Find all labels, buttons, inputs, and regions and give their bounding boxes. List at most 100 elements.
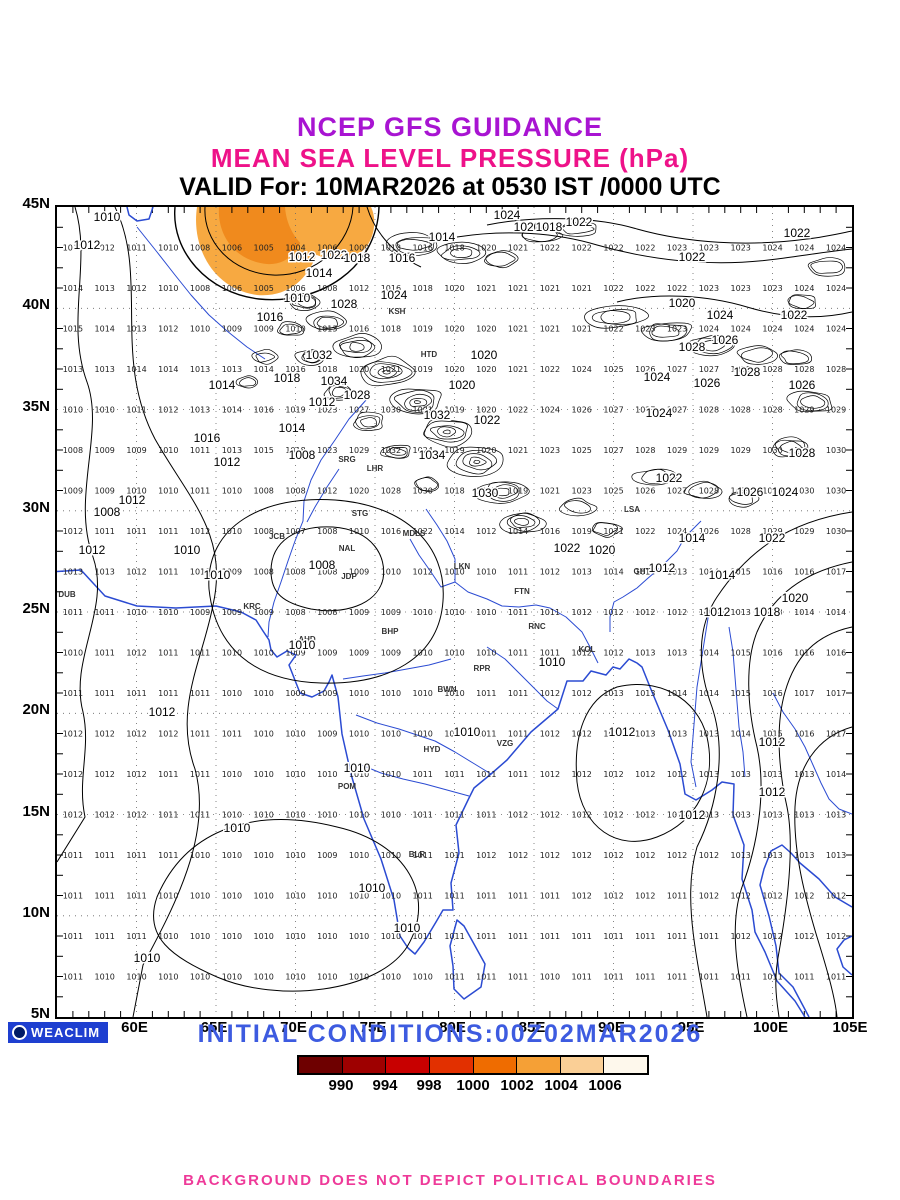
river-mahanadi: [486, 646, 559, 710]
contour-label: 1012: [214, 455, 241, 469]
grid-pressure-value: 1013: [762, 608, 782, 617]
lon-axis-label: 65E: [200, 1019, 228, 1036]
grid-pressure-value: 1012: [95, 770, 115, 779]
contour-label: 1010: [359, 881, 386, 895]
grid-pressure-value: 1012: [635, 851, 655, 860]
grid-pressure-value: 1014: [635, 568, 655, 577]
grid-pressure-value: 1016: [762, 689, 782, 698]
contour-label: 1012: [149, 705, 176, 719]
grid-pressure-value: 1025: [603, 487, 623, 496]
grid-pressure-value: 1009: [317, 730, 337, 739]
grid-pressure-value: 1010: [413, 649, 433, 658]
grid-pressure-value: 1011: [508, 892, 528, 901]
grid-pressure-value: 1032: [381, 446, 401, 455]
grid-pressure-value: 1009: [381, 608, 401, 617]
contour-label: 1010: [134, 951, 161, 965]
colorbar-tick-label: 998: [416, 1077, 442, 1094]
grid-pressure-value: 1011: [95, 527, 115, 536]
grid-pressure-value: 1015: [731, 689, 751, 698]
grid-pressure-value: 1012: [762, 892, 782, 901]
colorbar-tick-label: 994: [372, 1077, 398, 1094]
shaded-low-pressure-core: [218, 207, 306, 265]
contour-label: 1024: [494, 208, 521, 222]
grid-pressure-value: 1017: [476, 487, 496, 496]
grid-pressure-value: 1022: [572, 244, 592, 253]
grid-pressure-value: 1008: [285, 608, 305, 617]
grid-pressure-value: 1012: [635, 770, 655, 779]
grid-pressure-value: 1011: [413, 770, 433, 779]
lon-axis-label: 75E: [359, 1019, 387, 1036]
grid-pressure-value: 1011: [63, 851, 83, 860]
grid-pressure-value: 1010: [317, 892, 337, 901]
grid-pressure-value: 1008: [317, 284, 337, 293]
grid-pressure-value: 1023: [540, 446, 560, 455]
grid-pressure-value: 1027: [667, 365, 687, 374]
contour-label: 1028: [344, 388, 371, 402]
grid-pressure-value: 1012: [540, 770, 560, 779]
grid-pressure-value: 1022: [635, 244, 655, 253]
grid-pressure-value: 1010: [254, 649, 274, 658]
grid-pressure-value: 1010: [349, 689, 369, 698]
terrain-contour-layer: [235, 221, 846, 538]
terrain-contour: [561, 223, 595, 235]
contour-label: 1022: [784, 226, 811, 240]
grid-pressure-value: 1009: [95, 487, 115, 496]
grid-pressure-value: 1015: [731, 649, 751, 658]
grid-pressure-value: 1011: [63, 689, 83, 698]
grid-pressure-value: 1006: [222, 244, 242, 253]
grid-pressure-value: 1011: [444, 851, 464, 860]
grid-pressure-value: 1010: [222, 487, 242, 496]
grid-pressure-value: 1013: [635, 730, 655, 739]
grid-pressure-value: 1011: [476, 973, 496, 982]
grid-pressure-value: 1011: [63, 973, 83, 982]
grid-pressure-value: 1010: [158, 608, 178, 617]
grid-pressure-value: 1004: [285, 244, 305, 253]
grid-pressure-value: 1012: [794, 892, 814, 901]
grid-pressure-value: 1010: [413, 730, 433, 739]
contour-label: 1014: [279, 421, 306, 435]
contour-label: 1012: [609, 725, 636, 739]
grid-pressure-value: 1020: [476, 446, 496, 455]
grid-pressure-value: 1011: [508, 973, 528, 982]
terrain-contour: [363, 361, 413, 383]
grid-pressure-value: 1010: [476, 608, 496, 617]
grid-pressure-value: 1022: [508, 406, 528, 415]
terrain-contour: [339, 336, 376, 359]
grid-pressure-value: 1011: [190, 689, 210, 698]
grid-pressure-value: 1010: [349, 527, 369, 536]
terrain-contour: [294, 296, 316, 308]
grid-pressure-value: 1011: [476, 730, 496, 739]
terrain-contour: [584, 305, 649, 329]
grid-pressure-value: 1011: [572, 932, 592, 941]
grid-pressure-value: 1008: [285, 568, 305, 577]
grid-pressure-value: 1016: [794, 568, 814, 577]
grid-pressure-value: 1028: [635, 446, 655, 455]
station-label: BLR: [409, 850, 426, 859]
grid-pressure-value: 1012: [126, 568, 146, 577]
grid-pressure-value: 1012: [572, 770, 592, 779]
colorbar-segment: [429, 1057, 474, 1073]
grid-pressure-value: 1014: [667, 689, 687, 698]
grid-pressure-value: 1008: [254, 487, 274, 496]
river-sutlej: [306, 468, 340, 523]
grid-pressure-value: 1014: [731, 730, 751, 739]
terrain-contour: [651, 325, 680, 338]
grid-pressure-value: 1012: [572, 608, 592, 617]
grid-pressure-value: 1018: [317, 365, 337, 374]
grid-pressure-value: 1009: [190, 608, 210, 617]
grid-pressure-value: 1010: [381, 932, 401, 941]
grid-pressure-value: 1005: [254, 244, 274, 253]
grid-pressure-value: 1021: [508, 284, 528, 293]
grid-pressure-value: 1016: [762, 649, 782, 658]
grid-pressure-value: 1011: [667, 932, 687, 941]
grid-pressure-value: 1021: [508, 365, 528, 374]
station-label: VZG: [497, 739, 513, 748]
grid-pressure-value: 1006: [222, 284, 242, 293]
grid-pressure-value: 1010: [254, 770, 274, 779]
grid-pressure-value: 1012: [667, 770, 687, 779]
grid-pressure-value: 1012: [603, 608, 623, 617]
grid-pressure-value: 1011: [222, 730, 242, 739]
grid-pressure-value: 1030: [762, 446, 782, 455]
terrain-contour: [592, 522, 619, 536]
contour-label: 1014: [679, 531, 706, 545]
